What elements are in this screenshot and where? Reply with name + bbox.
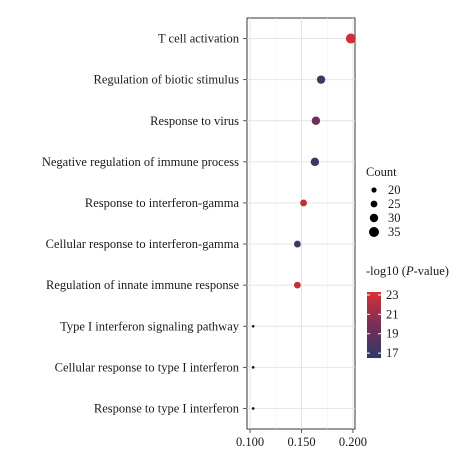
color-bar-label: 21 xyxy=(386,307,399,321)
y-tick-label: Response to type I interferon xyxy=(94,401,240,415)
size-legend-key xyxy=(371,187,377,193)
data-point xyxy=(294,281,301,289)
x-tick-label: 0.200 xyxy=(339,435,367,449)
data-point xyxy=(251,324,255,328)
color-bar-label: 17 xyxy=(386,346,399,360)
size-legend-label: 30 xyxy=(388,211,401,225)
y-tick-label: T cell activation xyxy=(158,32,240,46)
x-tick-label: 0.100 xyxy=(236,435,264,449)
y-tick-label: Response to virus xyxy=(150,114,239,128)
y-tick-label: Cellular response to interferon-gamma xyxy=(46,237,240,251)
size-legend-title: Count xyxy=(366,165,397,179)
size-legend-label: 20 xyxy=(388,183,401,197)
color-bar-label: 19 xyxy=(386,327,399,341)
size-legend-key xyxy=(369,213,379,223)
y-tick-label: Cellular response to type I interferon xyxy=(55,360,240,374)
size-legend-key xyxy=(370,200,378,208)
data-point xyxy=(345,33,356,44)
size-legend-key xyxy=(369,227,379,237)
size-legend-label: 35 xyxy=(388,225,401,239)
plot-panel xyxy=(246,17,356,430)
data-point xyxy=(300,199,307,207)
size-legend-label: 25 xyxy=(388,197,401,211)
data-point xyxy=(294,240,301,248)
y-tick-label: Regulation of innate immune response xyxy=(46,278,239,292)
data-point xyxy=(316,75,326,84)
data-point xyxy=(251,407,255,410)
y-tick-label: Negative regulation of immune process xyxy=(42,155,239,169)
y-tick-label: Type I interferon signaling pathway xyxy=(60,319,240,333)
x-tick-label: 0.150 xyxy=(287,435,315,449)
color-legend-title: -log10 (P-value) xyxy=(366,264,449,278)
color-bar-label: 23 xyxy=(386,288,399,302)
y-tick-label: Regulation of biotic stimulus xyxy=(94,73,240,87)
data-point xyxy=(251,366,255,369)
color-bar xyxy=(367,292,381,358)
data-point xyxy=(310,157,320,167)
y-tick-label: Response to interferon-gamma xyxy=(85,196,240,210)
data-point xyxy=(311,116,321,125)
